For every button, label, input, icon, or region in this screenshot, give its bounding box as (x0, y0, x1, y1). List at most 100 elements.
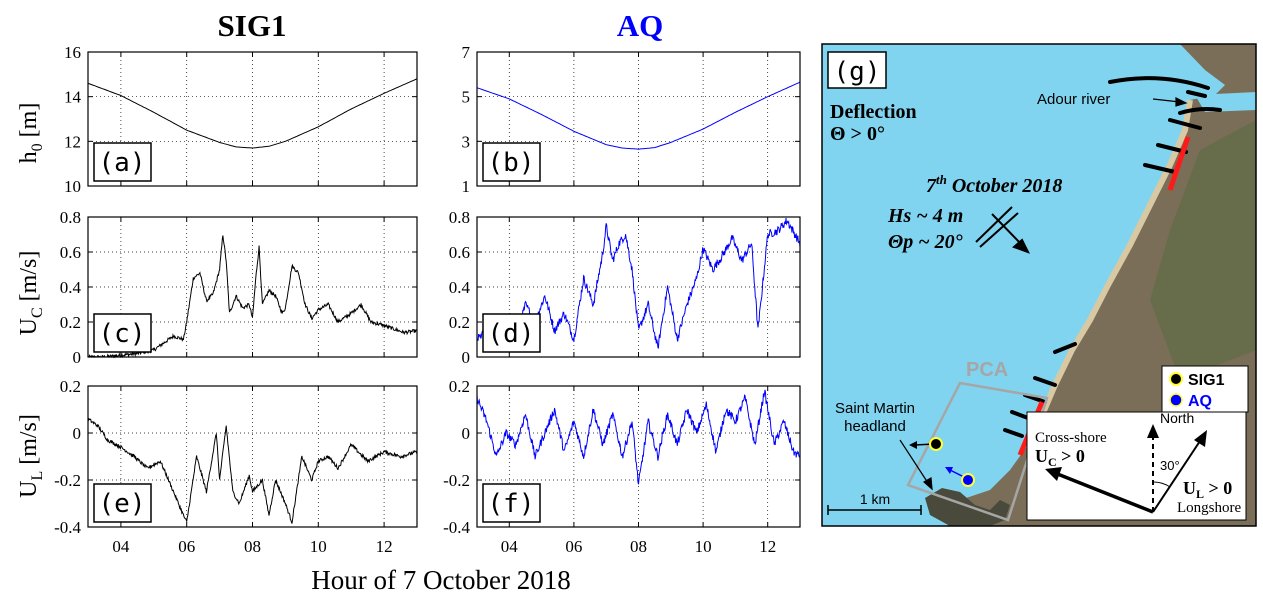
red-segment-north (1167, 136, 1191, 191)
panel-label-box (482, 142, 541, 182)
y-tick-label: 12 (64, 132, 81, 151)
y-tick-label: -0.2 (54, 471, 81, 490)
y-tick-label: 0.2 (449, 377, 470, 396)
jetty-north (1108, 76, 1210, 90)
panel-c: 0 0.2 0.4 0.6 0.8 (c) (60, 208, 418, 367)
groyne (1186, 90, 1207, 98)
sig1-arrow-head (909, 441, 917, 449)
aq-marker (945, 467, 975, 487)
legend-aq-label: AQ (1188, 393, 1212, 410)
panel-a: 10 12 14 16 (a) (64, 43, 418, 196)
y-tick-label: 10 (64, 177, 81, 196)
y-tick-label: 1 (462, 177, 471, 196)
pca-label: PCA (966, 359, 1008, 381)
headland-arrow-line (899, 439, 929, 484)
hs-text: Hs ~ 4 m (887, 205, 963, 227)
wave-arrow (975, 206, 1031, 254)
headland-arrow (899, 439, 933, 491)
pca-box: PCA (906, 359, 1049, 522)
ylabel-ul: UL [m/s] (16, 414, 46, 498)
panel-label: (f) (488, 489, 535, 519)
longshore-label: Longshore (1177, 500, 1241, 516)
saint-martin-label: Saint Martin (835, 400, 915, 417)
groyne (1033, 376, 1057, 387)
y-tick-label: 0.6 (60, 243, 81, 262)
panel-label-box (482, 483, 541, 523)
longshore-head (1194, 430, 1207, 447)
panel-label: (a) (99, 148, 146, 178)
sig1-marker (909, 437, 943, 451)
map-frame (821, 43, 1257, 527)
groyne (1053, 342, 1077, 354)
y-tick-label: 0.4 (60, 278, 82, 297)
inset-box (1026, 411, 1247, 521)
angle-arc (1152, 481, 1171, 488)
ylabel-uc: UC [m/s] (16, 251, 46, 336)
xlabel: Hour of 7 October 2018 (311, 565, 570, 595)
wave-head (1012, 238, 1031, 254)
wave-shaft (991, 213, 1023, 246)
panel-e: 04 06 08 10 12 -0.4 -0.2 0 0.2 (e) (54, 377, 418, 556)
aq-dot (961, 473, 975, 487)
groyne (1168, 118, 1202, 130)
legend-sig1-dot (1169, 372, 1183, 386)
legend-aq-dot (1169, 393, 1183, 407)
north-label: North (1160, 410, 1194, 426)
y-tick-label: 0.4 (449, 278, 471, 297)
x-tick-label: 06 (178, 537, 195, 556)
direction-inset: North 30° Cross-shore UC > 0 UL > 0 Long… (1026, 410, 1247, 521)
panel-d: 0 0.2 0.4 0.6 0.8 (d) (449, 208, 801, 367)
adour-arrow-head (1175, 97, 1188, 107)
x-tick-label: 12 (376, 537, 393, 556)
panel-f: 04 06 08 10 12 -0.4 -0.2 0 0.2 (f) (443, 377, 801, 556)
adour-label: Adour river (1037, 91, 1110, 108)
series-line-aq (476, 389, 801, 485)
jetties (1003, 76, 1222, 438)
angle-label: 30° (1160, 458, 1180, 473)
deflection-title: Deflection (830, 101, 917, 123)
legend-sig1-label: SIG1 (1188, 372, 1225, 389)
y-tick-label: 0.2 (60, 377, 81, 396)
y-tick-label: -0.4 (443, 518, 470, 537)
panel-label: (c) (99, 319, 146, 349)
longshore-arrow (1152, 437, 1203, 513)
x-tick-label: 10 (310, 537, 327, 556)
panel-b: 1 3 5 7 (b) (462, 43, 801, 196)
panel-label: (e) (99, 489, 146, 519)
x-tick-label: 08 (630, 537, 647, 556)
y-tick-label: 0 (462, 424, 471, 443)
y-tick-label: 14 (64, 88, 82, 107)
series-line-sig1 (87, 78, 418, 149)
ylabel-h0: h0 [m] (16, 103, 46, 164)
groyne (1023, 393, 1047, 404)
title-aq: AQ (617, 8, 664, 43)
panel-label-box (482, 313, 541, 353)
aq-arrow-head (945, 467, 953, 474)
scale-bar (827, 505, 922, 515)
headland-arrow-head (922, 477, 933, 491)
map-label-box (827, 51, 887, 89)
map-label: (g) (834, 57, 881, 87)
pca-outline (906, 381, 1049, 522)
map-legend: SIG1 AQ (1161, 365, 1249, 413)
thetap-text: Θp ~ 20° (888, 231, 963, 253)
title-sig1: SIG1 (218, 8, 287, 43)
date-text: 7th October 2018 (926, 172, 1062, 197)
panel-label-box (93, 313, 152, 353)
panel-label: (d) (488, 319, 535, 349)
cross-shore-arrow (1054, 471, 1154, 514)
scale-label: 1 km (860, 491, 890, 507)
y-tick-label: 0.8 (60, 208, 81, 227)
y-tick-label: 7 (462, 43, 471, 62)
y-tick-label: -0.2 (443, 471, 470, 490)
cross-shore-head (1045, 467, 1062, 481)
jetty-south (1178, 107, 1222, 115)
y-tick-label: 0.6 (449, 243, 470, 262)
y-tick-label: 0 (73, 348, 82, 367)
deflection-condition: Θ > 0° (830, 123, 885, 145)
x-tick-label: 04 (112, 537, 130, 556)
y-tick-label: 5 (462, 88, 471, 107)
ul-positive: UL > 0 (1183, 478, 1232, 501)
sig1-dot (929, 437, 943, 451)
y-tick-label: 0.8 (449, 208, 470, 227)
